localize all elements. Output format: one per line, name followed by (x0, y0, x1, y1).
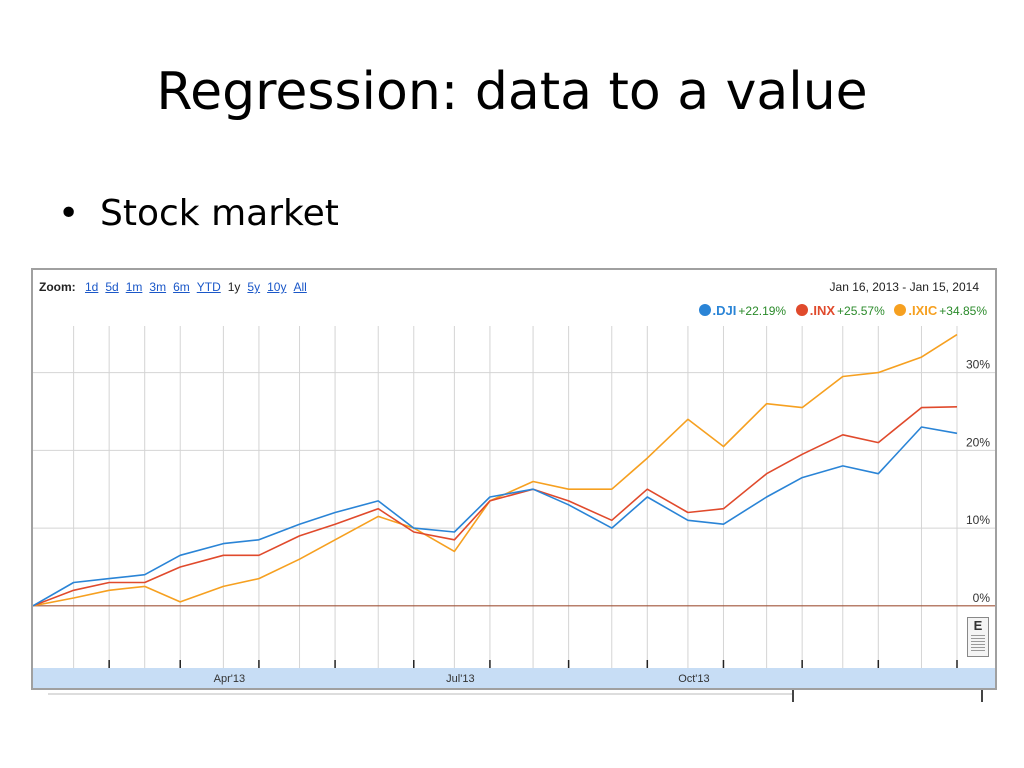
series-line-dji (33, 426, 958, 607)
zoom-bar: Zoom: 1d 5d 1m 3m 6m YTD 1y 5y 10y All (39, 280, 314, 294)
y-tick-label: 30% (966, 358, 990, 372)
zoom-option-3m[interactable]: 3m (149, 280, 167, 294)
bullet-item: • Stock market (58, 193, 339, 234)
slide-title: Regression: data to a value (156, 62, 868, 122)
zoom-option-1d[interactable]: 1d (85, 280, 99, 294)
zoom-label: Zoom: (39, 280, 76, 294)
chart-plot: 30% 20% 10% 0% (33, 326, 995, 668)
bullet-text: Stock market (100, 193, 339, 234)
stock-chart-widget: 30% 20% 10% 0% Apr'13 Jul'13 Oct'13 Zoom: 1d 5… (31, 268, 997, 690)
legend-name: .IXIC (908, 303, 938, 318)
legend-change: +22.19% (738, 304, 787, 318)
date-range: Jan 16, 2013 - Jan 15, 2014 (829, 280, 979, 294)
zoom-option-all[interactable]: All (293, 280, 307, 294)
zoom-option-5y[interactable]: 5y (247, 280, 261, 294)
x-axis-band (33, 668, 995, 688)
y-tick-label: 20% (966, 435, 990, 449)
series-line-inx (33, 406, 958, 607)
inx-dot-icon (795, 304, 808, 316)
x-tick-label: Apr'13 (214, 673, 245, 685)
legend-change: +34.85% (939, 304, 987, 318)
zoom-option-1y[interactable]: 1y (227, 280, 241, 294)
zoom-option-1m[interactable]: 1m (125, 280, 143, 294)
y-tick-label: 10% (966, 513, 990, 527)
dji-dot-icon (698, 304, 711, 316)
legend-item-ixic[interactable]: .IXIC +34.85% (894, 303, 987, 318)
zoom-option-6m[interactable]: 6m (173, 280, 190, 294)
x-tick-label: Oct'13 (678, 673, 709, 685)
flag-label: E (973, 618, 983, 633)
legend: .DJI +22.19% .INX +25.57% .IXIC +34.85% (693, 303, 987, 318)
x-tick-label: Jul'13 (446, 673, 474, 685)
zoom-options: 1d 5d 1m 3m 6m YTD 1y 5y 10y All (85, 280, 314, 294)
x-axis-labels: Apr'13 Jul'13 Oct'13 (108, 660, 958, 685)
bullet-dot-icon: • (58, 193, 80, 234)
zoom-option-ytd[interactable]: YTD (196, 280, 221, 294)
legend-item-inx[interactable]: .INX +25.57% (795, 303, 885, 318)
legend-change: +25.57% (837, 304, 885, 318)
flag-lines-icon (971, 635, 985, 651)
legend-name: .INX (809, 303, 836, 318)
zoom-option-5d[interactable]: 5d (105, 280, 119, 294)
ixic-dot-icon (894, 304, 907, 316)
legend-name: .DJI (712, 303, 737, 318)
navigator-remnant (48, 690, 983, 702)
y-tick-label: 0% (973, 591, 991, 605)
zoom-option-10y[interactable]: 10y (267, 280, 287, 294)
legend-item-dji[interactable]: .DJI +22.19% (698, 303, 787, 318)
event-flag-button[interactable]: E (967, 617, 989, 657)
